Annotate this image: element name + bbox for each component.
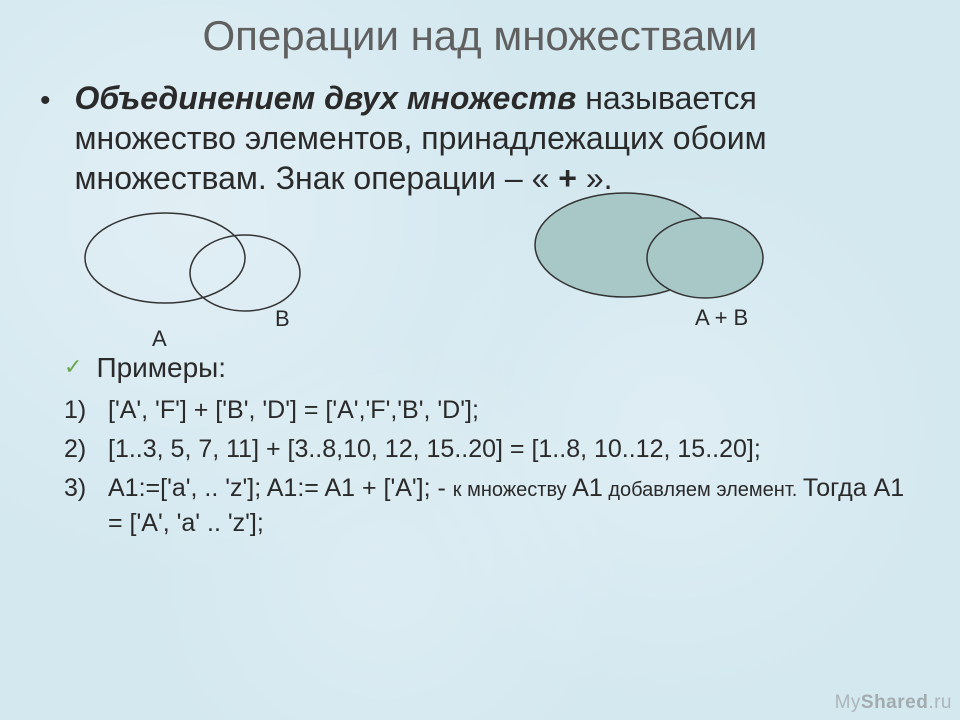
example-text: ['A', 'F'] + ['B', 'D'] = ['A','F','B', … — [108, 393, 920, 428]
definition-text: Объединением двух множеств называется мн… — [75, 78, 920, 198]
venn-left-b — [190, 235, 300, 311]
venn-left-a — [85, 213, 245, 303]
examples-title: Примеры: — [96, 348, 226, 387]
watermark-my: My — [835, 692, 861, 713]
example-number: 3) — [64, 471, 108, 541]
example-number: 2) — [64, 432, 108, 467]
watermark: MyShared.ru — [835, 692, 952, 714]
check-icon: ✓ — [64, 352, 82, 383]
example-number: 1) — [64, 393, 108, 428]
venn-left-label-b: B — [275, 306, 290, 332]
venn-diagram-row: A B A + B — [0, 198, 960, 348]
venn-left-label-a: A — [152, 326, 167, 352]
examples-block: ✓ Примеры: 1) ['A', 'F'] + ['B', 'D'] = … — [0, 348, 960, 541]
venn-left: A B — [80, 198, 330, 353]
watermark-shared: Shared — [861, 692, 928, 713]
venn-right: A + B — [530, 190, 790, 345]
examples-list: 1) ['A', 'F'] + ['B', 'D'] = ['A','F','B… — [64, 393, 920, 541]
bullet-dot: • — [40, 82, 51, 120]
venn-right-label: A + B — [695, 305, 748, 331]
list-item: 3) A1:=['a', .. 'z']; A1:= A1 + ['A']; -… — [64, 471, 920, 541]
venn-right-b — [647, 218, 763, 298]
example-text: [1..3, 5, 7, 11] + [3..8,10, 12, 15..20]… — [108, 432, 920, 467]
definition-lead: Объединением двух множеств — [75, 80, 577, 116]
watermark-ru: .ru — [928, 692, 952, 713]
definition-block: • Объединением двух множеств называется … — [0, 60, 960, 198]
example-text: A1:=['a', .. 'z']; A1:= A1 + ['A']; - к … — [108, 471, 920, 541]
slide-title: Операции над множествами — [0, 0, 960, 60]
list-item: 1) ['A', 'F'] + ['B', 'D'] = ['A','F','B… — [64, 393, 920, 428]
list-item: 2) [1..3, 5, 7, 11] + [3..8,10, 12, 15..… — [64, 432, 920, 467]
